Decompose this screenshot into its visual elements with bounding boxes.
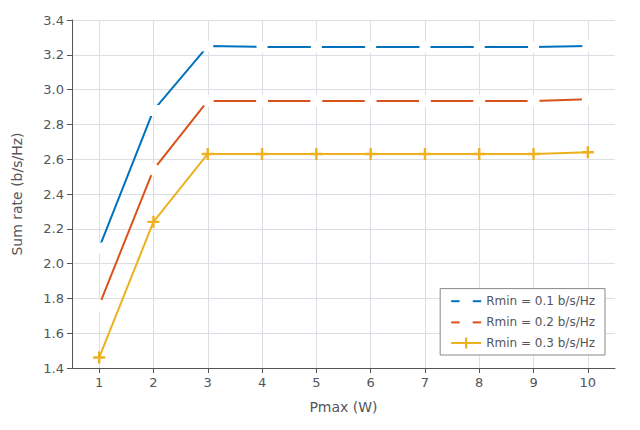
svg-text:2.2: 2.2	[43, 221, 64, 236]
svg-text:Rmin = 0.3 b/s/Hz: Rmin = 0.3 b/s/Hz	[486, 336, 595, 350]
svg-text:Pmax (W): Pmax (W)	[309, 399, 377, 415]
svg-text:8: 8	[475, 375, 483, 390]
svg-text:3.2: 3.2	[43, 47, 64, 62]
svg-text:1.8: 1.8	[43, 291, 64, 306]
svg-text:1: 1	[95, 375, 103, 390]
svg-text:1.6: 1.6	[43, 326, 64, 341]
svg-text:2.4: 2.4	[43, 187, 64, 202]
svg-text:10: 10	[580, 375, 597, 390]
svg-text:7: 7	[421, 375, 429, 390]
svg-text:2.0: 2.0	[43, 256, 64, 271]
svg-text:2.6: 2.6	[43, 152, 64, 167]
svg-text:3: 3	[204, 375, 212, 390]
svg-text:Sum rate (b/s/Hz): Sum rate (b/s/Hz)	[9, 132, 25, 255]
svg-text:2.8: 2.8	[43, 117, 64, 132]
svg-text:Rmin = 0.1 b/s/Hz: Rmin = 0.1 b/s/Hz	[486, 294, 595, 308]
svg-text:Rmin = 0.2 b/s/Hz: Rmin = 0.2 b/s/Hz	[486, 315, 595, 329]
svg-text:1.4: 1.4	[43, 361, 64, 376]
svg-text:4: 4	[258, 375, 266, 390]
svg-text:5: 5	[312, 375, 320, 390]
svg-text:9: 9	[529, 375, 537, 390]
svg-text:2: 2	[149, 375, 157, 390]
svg-text:3.4: 3.4	[43, 13, 64, 28]
svg-text:3.0: 3.0	[43, 82, 64, 97]
svg-text:6: 6	[367, 375, 375, 390]
